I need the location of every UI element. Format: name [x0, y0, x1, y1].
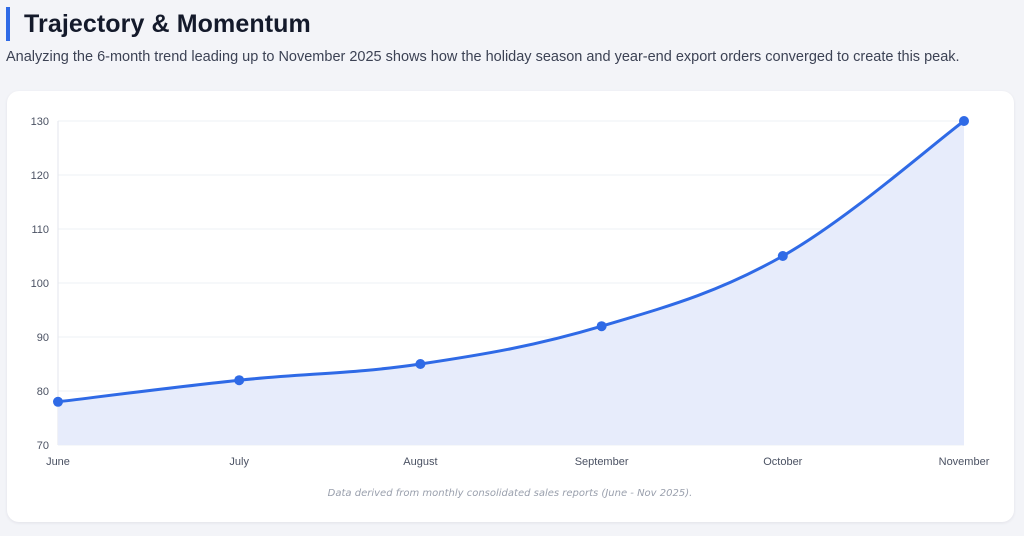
- line-layer: [56, 119, 966, 404]
- area-layer: [58, 121, 964, 445]
- accent-bar: [6, 7, 10, 41]
- y-tick-label: 110: [31, 224, 49, 236]
- y-tick-label: 70: [37, 440, 49, 452]
- page-subtitle: Analyzing the 6-month trend leading up t…: [6, 49, 960, 65]
- y-tick-label: 90: [37, 332, 49, 344]
- x-axis-ticks: June July August September October November: [46, 456, 990, 468]
- point-layer: [53, 116, 969, 407]
- data-point[interactable]: [234, 375, 245, 386]
- data-point[interactable]: [53, 396, 63, 407]
- x-tick-label: July: [229, 456, 249, 468]
- trend-chart: 70 80 90 100 110 120 130 June July August Septemb…: [31, 116, 990, 499]
- data-point[interactable]: [777, 251, 788, 261]
- data-point[interactable]: [415, 359, 426, 369]
- series-line: [56, 119, 966, 404]
- chart-footnote: Data derived from monthly consolidated s…: [328, 488, 693, 499]
- x-tick-label: November: [939, 456, 990, 468]
- data-point[interactable]: [959, 116, 969, 126]
- y-axis-ticks: 70 80 90 100 110 120 130: [31, 116, 49, 452]
- y-tick-label: 80: [37, 386, 49, 398]
- y-tick-label: 120: [31, 170, 49, 182]
- x-tick-label: June: [46, 456, 70, 468]
- x-tick-label: September: [575, 456, 629, 468]
- y-tick-label: 130: [31, 116, 49, 128]
- section-header: Trajectory & Momentum: [6, 6, 311, 42]
- x-tick-label: October: [763, 456, 802, 468]
- page-title: Trajectory & Momentum: [24, 9, 311, 38]
- x-tick-label: August: [403, 456, 437, 468]
- series-area: [58, 121, 964, 445]
- chart-card: 70 80 90 100 110 120 130 June July August Septemb…: [7, 91, 1014, 522]
- y-tick-label: 100: [31, 278, 49, 290]
- data-point[interactable]: [596, 321, 607, 332]
